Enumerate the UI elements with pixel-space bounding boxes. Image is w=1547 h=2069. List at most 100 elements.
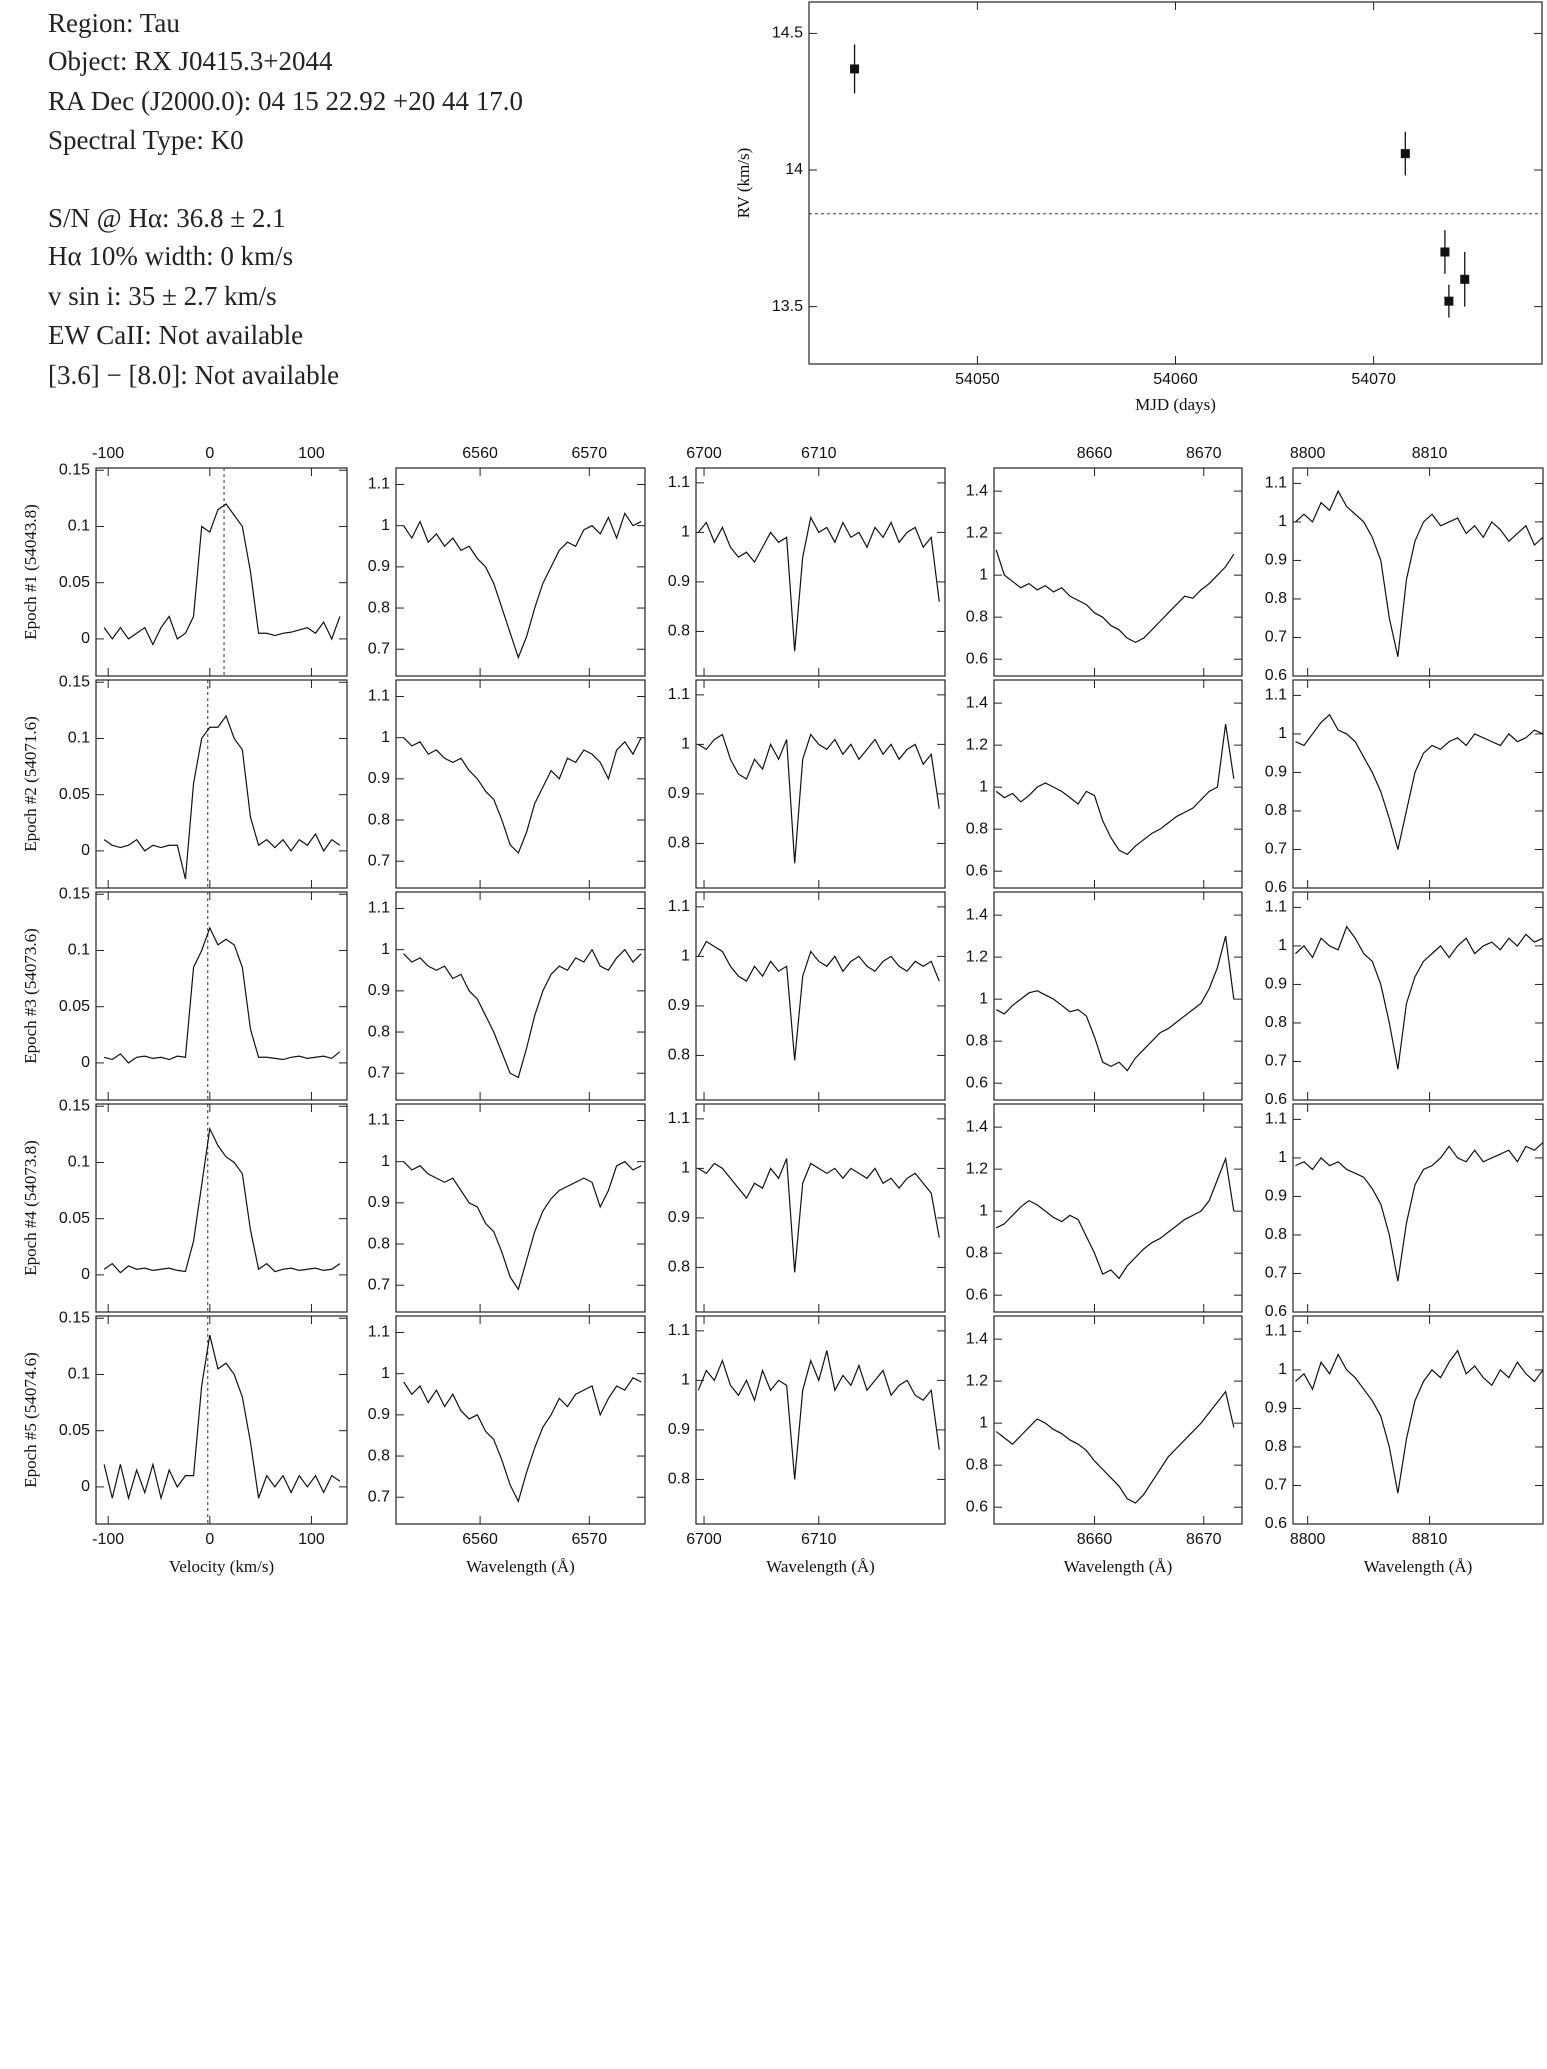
spectrum-line [1295,489,1544,657]
x-tick-label: -100 [92,1531,124,1548]
plot-frame [993,1103,1243,1313]
plot-frame [993,467,1243,677]
y-tick-label: 1.1 [668,474,690,491]
y-tick-label: 1 [979,990,988,1007]
y-tick-label: 1.1 [1265,475,1287,492]
x-tick-label: 8800 [1290,1531,1326,1548]
x-axis-label: Wavelength (Å) [1364,1557,1473,1576]
plot-frame [1292,467,1544,677]
y-tick-label: 0.9 [1265,1188,1287,1205]
info-line: v sin i: 35 ± 2.7 km/s [48,281,277,311]
spectrum-line [1295,1349,1544,1494]
info-line: Spectral Type: K0 [48,125,244,155]
y-tick-label: 0.15 [59,461,90,478]
y-tick-label: 0.8 [966,608,988,625]
y-tick-label: 0.05 [59,574,90,591]
y-tick-label: 0.9 [368,558,390,575]
y-tick-label: 0 [81,1266,90,1283]
data-point [850,64,860,74]
y-tick-label: 0.7 [368,852,390,869]
y-tick-label: 0.9 [668,997,690,1014]
info-line: S/N @ Hα: 36.8 ± 2.1 [48,203,286,233]
y-tick-label: 0.7 [1265,1265,1287,1282]
x-tick-label: 54070 [1351,371,1396,388]
y-tick-label: 0 [81,630,90,647]
x-axis-label: Wavelength (Å) [1064,1557,1173,1576]
x-tick-label: 54050 [955,371,1000,388]
spectrum-line [995,935,1235,1072]
spectrum-line [103,926,341,1064]
data-point [1440,247,1450,257]
y-tick-label: 0.9 [1265,1400,1287,1417]
y-tick-label: 1.1 [368,1112,390,1129]
plot-frame [395,1315,646,1525]
y-tick-label: 0.8 [668,1471,690,1488]
x-tick-label: 0 [205,445,214,462]
y-tick-label: 1 [979,566,988,583]
x-tick-label: 6560 [462,1531,498,1548]
y-tick-label: 0.9 [368,1194,390,1211]
x-axis-label: Wavelength (Å) [466,1557,575,1576]
spectrum-line [995,1390,1235,1504]
plot-frame [95,679,348,889]
y-tick-label: 1 [381,1365,390,1382]
y-tick-label: 0.05 [59,1422,90,1439]
spectrum-line [403,1160,642,1291]
y-tick-label: 1 [681,1160,690,1177]
spectrum-line [1295,925,1544,1070]
spectrum-line [1295,713,1544,850]
y-tick-label: 1.4 [966,1330,988,1347]
x-tick-label: 100 [298,1531,325,1548]
info-line: RA Dec (J2000.0): 04 15 22.92 +20 44 17.… [48,86,523,116]
y-tick-label: 0.15 [59,885,90,902]
y-tick-label: 14.5 [772,25,803,42]
y-tick-label: 0.9 [1265,976,1287,993]
y-tick-label: 0.6 [966,650,988,667]
spectrum-line [995,724,1235,856]
y-tick-label: 0.1 [68,1154,90,1171]
y-tick-label: 1.1 [1265,1111,1287,1128]
plot-frame [95,467,348,677]
data-point [1460,274,1470,284]
y-tick-label: 1 [1278,1361,1287,1378]
data-point [1444,296,1454,306]
y-tick-label: 1.1 [1265,899,1287,916]
y-tick-label: 0.9 [668,1209,690,1226]
y-tick-label: 1 [681,1372,690,1389]
y-tick-label: 0 [81,1478,90,1495]
plot-frame [1292,1315,1544,1525]
spectrum-line [995,1156,1235,1280]
spectrum-line [403,737,642,855]
plot-frame [695,467,946,677]
plot-frame [95,1315,348,1525]
spectrum-line [403,1377,642,1504]
y-tick-label: 0.8 [966,1456,988,1473]
spectrum-line [697,1350,940,1480]
y-tick-label: 1.1 [668,1322,690,1339]
plot-frame [695,1315,946,1525]
y-tick-label: 1 [681,524,690,541]
spectrum-line [403,948,642,1079]
y-tick-label: 0.8 [368,811,390,828]
y-tick-label: 0 [81,842,90,859]
y-tick-label: 0.8 [368,1235,390,1252]
plot-frame [395,891,646,1101]
y-tick-label: 0.1 [68,730,90,747]
y-tick-label: 1 [681,948,690,965]
spectrum-line [697,1158,940,1273]
y-tick-label: 0.6 [966,1498,988,1515]
spectrum-line [103,503,341,646]
y-tick-label: 0.15 [59,1097,90,1114]
x-tick-label: 6710 [801,445,837,462]
y-tick-label: 1.2 [966,1372,988,1389]
y-tick-label: 0.15 [59,673,90,690]
y-tick-label: 0.9 [368,770,390,787]
spectrum-line [103,714,341,880]
y-tick-label: 1 [979,1202,988,1219]
y-tick-label: 0.8 [966,820,988,837]
y-tick-label: 0.7 [1265,1477,1287,1494]
y-tick-label: 0.7 [368,1488,390,1505]
info-line: [3.6] − [8.0]: Not available [48,360,339,390]
x-tick-label: 8660 [1077,1531,1113,1548]
x-tick-label: 8810 [1412,1531,1448,1548]
